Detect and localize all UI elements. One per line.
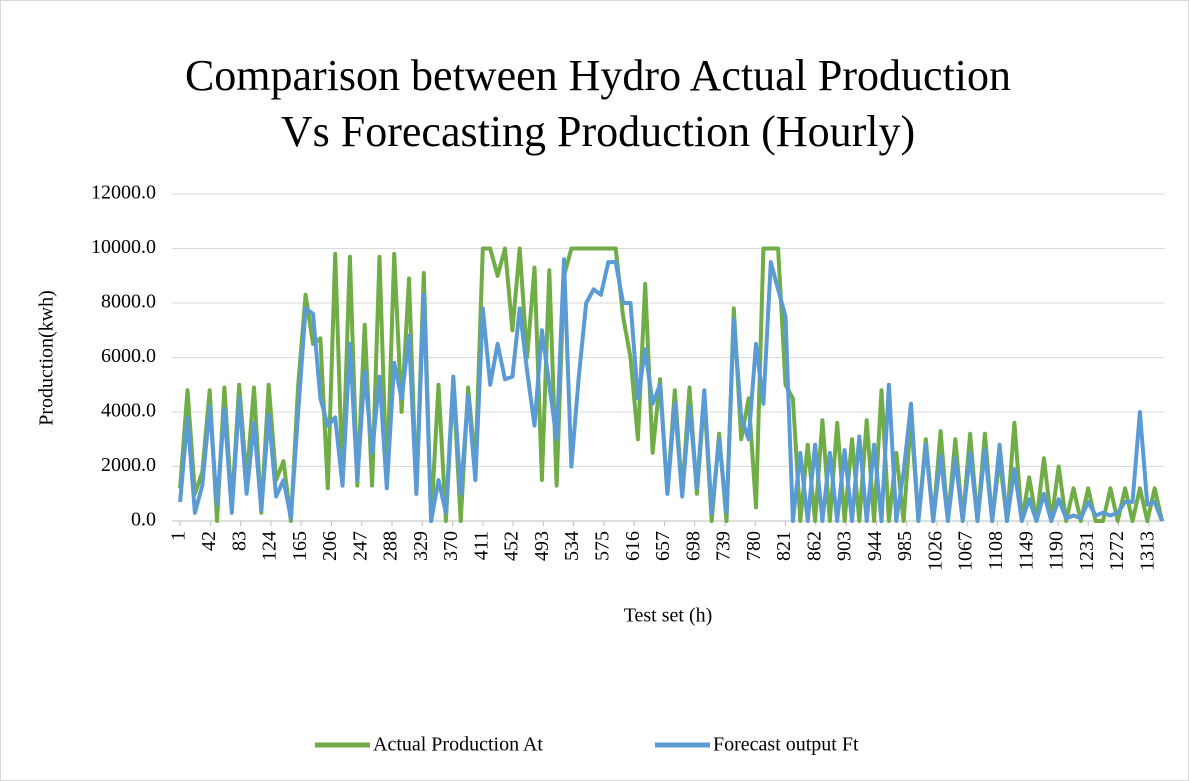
y-tick-label: 4000.0 xyxy=(101,400,156,422)
x-tick-label: 1026 xyxy=(924,531,946,571)
x-tick-label: 862 xyxy=(803,531,825,561)
x-tick-label: 288 xyxy=(380,531,402,561)
x-tick-label: 83 xyxy=(228,531,250,551)
x-tick-label: 1190 xyxy=(1046,531,1068,570)
x-tick-label: 1108 xyxy=(985,531,1007,570)
y-axis-title: Production(kwh) xyxy=(36,290,58,426)
x-tick-label: 1313 xyxy=(1136,531,1158,571)
x-tick-label: 1149 xyxy=(1015,531,1037,570)
x-tick-label: 575 xyxy=(591,531,613,561)
x-tick-label: 1231 xyxy=(1076,531,1098,571)
x-tick-label: 780 xyxy=(743,531,765,561)
y-tick-label: 10000.0 xyxy=(91,236,156,258)
x-tick-label: 944 xyxy=(864,531,886,561)
x-tick-label: 657 xyxy=(652,531,674,561)
x-tick-label: 1067 xyxy=(955,531,977,571)
x-tick-label: 452 xyxy=(501,531,523,561)
series-line xyxy=(178,257,1164,523)
y-tick-label: 8000.0 xyxy=(101,291,156,313)
x-tick-label: 698 xyxy=(682,531,704,561)
x-tick-label: 329 xyxy=(410,531,432,561)
x-tick-label: 1 xyxy=(168,531,190,541)
x-tick-label: 206 xyxy=(319,531,341,561)
x-tick-label: 493 xyxy=(531,531,553,561)
chart-title: Vs Forecasting Production (Hourly) xyxy=(281,107,915,156)
y-tick-label: 2000.0 xyxy=(101,454,156,476)
x-tick-label: 903 xyxy=(834,531,856,561)
x-axis-title: Test set (h) xyxy=(624,605,713,627)
x-tick-label: 1272 xyxy=(1106,531,1128,571)
x-tick-label: 821 xyxy=(773,531,795,561)
y-tick-label: 0.0 xyxy=(131,509,156,531)
x-tick-label: 124 xyxy=(259,531,281,561)
legend-label: Forecast output Ft xyxy=(713,734,859,756)
legend-label: Actual Production At xyxy=(373,734,543,756)
x-tick-label: 411 xyxy=(470,531,492,560)
y-tick-label: 6000.0 xyxy=(101,345,156,367)
chart-title: Comparison between Hydro Actual Producti… xyxy=(185,51,1011,100)
x-tick-label: 165 xyxy=(289,531,311,561)
x-tick-label: 42 xyxy=(198,531,220,551)
x-tick-label: 985 xyxy=(894,531,916,561)
x-tick-label: 616 xyxy=(622,531,644,561)
x-tick-label: 739 xyxy=(713,531,735,561)
x-tick-label: 247 xyxy=(349,531,371,561)
x-tick-label: 370 xyxy=(440,531,462,561)
y-tick-label: 12000.0 xyxy=(91,182,156,204)
x-tick-label: 534 xyxy=(561,531,583,561)
